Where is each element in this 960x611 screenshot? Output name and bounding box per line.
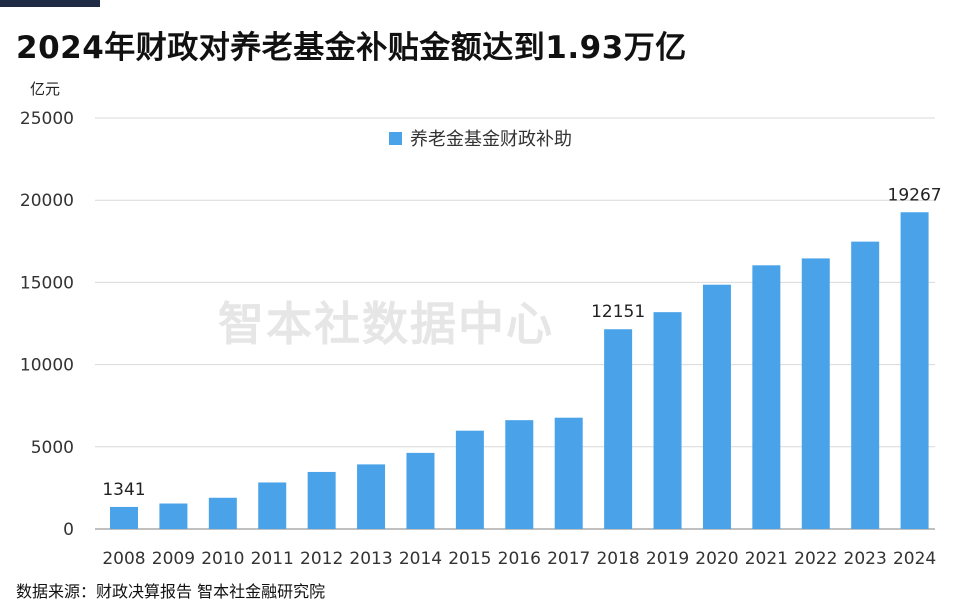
x-tick-label: 2014: [399, 549, 442, 569]
y-tick-label: 20000: [20, 191, 74, 211]
x-tick-label: 2021: [745, 549, 788, 569]
x-tick-label: 2013: [349, 549, 392, 569]
x-tick-label: 2010: [201, 549, 244, 569]
x-tick-label: 2017: [547, 549, 590, 569]
legend-label: 养老金基金财政补助: [410, 129, 572, 150]
bar-2023: [851, 241, 880, 530]
bar-2019: [653, 312, 682, 529]
x-tick-label: 2016: [498, 549, 541, 569]
data-label: 12151: [591, 302, 645, 322]
x-tick-label: 2011: [251, 549, 294, 569]
y-tick-label: 25000: [20, 109, 74, 129]
top-accent-bar: [0, 0, 100, 7]
bar-2022: [801, 258, 830, 529]
y-tick-labels: 0 5000 10000 15000 20000 25000: [20, 109, 74, 540]
chart-title: 2024年财政对养老基金补贴金额达到1.93万亿: [16, 30, 687, 66]
data-label: 1341: [102, 480, 145, 500]
bar-2014: [406, 452, 435, 529]
bar-2009: [159, 503, 188, 529]
y-axis-unit: 亿元: [30, 80, 61, 98]
x-tick-label: 2018: [596, 549, 639, 569]
source-note: 数据来源：财政决算报告 智本社金融研究院: [16, 582, 326, 601]
bars: [110, 212, 929, 530]
bar-2013: [357, 464, 386, 529]
watermark: 智本社数据中心: [218, 297, 554, 351]
data-labels: 1341 12151 19267: [102, 185, 941, 500]
bar-2012: [307, 471, 336, 529]
bar-2010: [208, 497, 237, 529]
bar-2015: [455, 430, 484, 529]
y-tick-label: 0: [63, 520, 74, 540]
y-tick-label: 10000: [20, 356, 74, 376]
y-tick-label: 5000: [31, 438, 74, 458]
legend: 养老金基金财政补助: [389, 129, 572, 150]
x-tick-label: 2019: [646, 549, 689, 569]
y-tick-label: 15000: [20, 273, 74, 293]
legend-swatch: [389, 132, 402, 145]
x-tick-label: 2015: [448, 549, 491, 569]
x-tick-label: 2023: [844, 549, 887, 569]
x-tick-labels: 2008 2009 2010 2011 2012 2013 2014 2015 2016 2017…: [102, 549, 936, 569]
bar-2024: [900, 212, 929, 529]
bar-2020: [702, 284, 731, 529]
bar-2016: [505, 420, 534, 529]
data-label: 19267: [888, 185, 942, 205]
bar-2011: [258, 482, 287, 529]
x-tick-label: 2008: [102, 549, 145, 569]
x-tick-label: 2012: [300, 549, 343, 569]
x-tick-label: 2024: [893, 549, 936, 569]
x-tick-label: 2020: [695, 549, 738, 569]
x-tick-label: 2022: [794, 549, 837, 569]
bar-2008: [110, 506, 138, 529]
bar-2018: [604, 329, 633, 529]
x-tick-label: 2009: [152, 549, 195, 569]
bar-2021: [752, 265, 781, 529]
bar-2017: [554, 417, 583, 529]
